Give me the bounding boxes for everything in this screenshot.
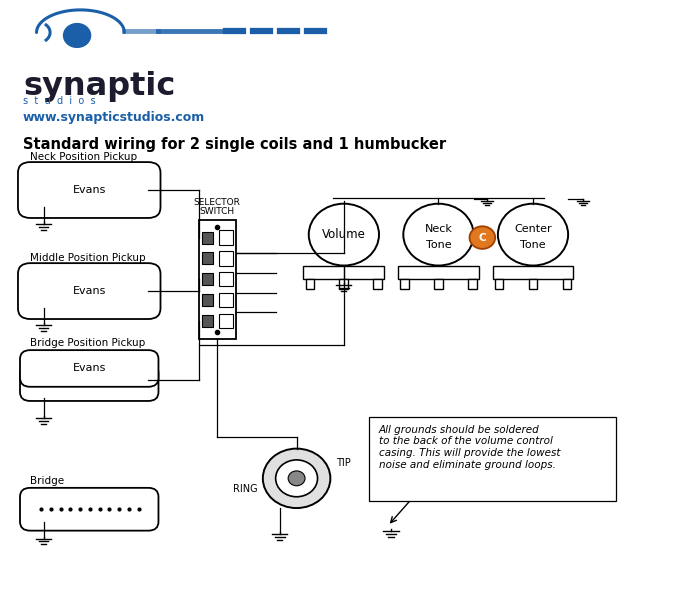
- FancyBboxPatch shape: [306, 278, 315, 289]
- Text: RING: RING: [233, 484, 257, 494]
- Text: Bridge Position Pickup: Bridge Position Pickup: [30, 338, 145, 349]
- Circle shape: [276, 460, 317, 497]
- FancyBboxPatch shape: [398, 266, 479, 278]
- Text: C: C: [479, 233, 486, 242]
- Text: Neck: Neck: [424, 224, 452, 233]
- Text: Evans: Evans: [73, 286, 106, 296]
- FancyBboxPatch shape: [219, 272, 233, 286]
- FancyBboxPatch shape: [528, 278, 537, 289]
- FancyBboxPatch shape: [20, 364, 159, 401]
- Circle shape: [469, 226, 495, 249]
- FancyBboxPatch shape: [202, 253, 212, 265]
- Text: Volume: Volume: [322, 228, 366, 241]
- Text: Center: Center: [514, 224, 552, 233]
- FancyBboxPatch shape: [20, 488, 159, 530]
- Text: Evans: Evans: [73, 364, 106, 373]
- FancyBboxPatch shape: [369, 417, 616, 501]
- Circle shape: [288, 471, 305, 486]
- Text: Evans: Evans: [73, 185, 106, 195]
- FancyBboxPatch shape: [202, 232, 212, 244]
- FancyBboxPatch shape: [20, 350, 159, 387]
- Text: Tone: Tone: [520, 241, 545, 250]
- Text: www.synapticstudios.com: www.synapticstudios.com: [23, 111, 205, 124]
- Text: Neck Position Pickup: Neck Position Pickup: [30, 152, 138, 162]
- FancyBboxPatch shape: [219, 230, 233, 245]
- Text: SWITCH: SWITCH: [200, 207, 235, 216]
- FancyBboxPatch shape: [219, 251, 233, 266]
- Text: TIP: TIP: [336, 458, 351, 469]
- Text: synaptic: synaptic: [23, 71, 176, 102]
- FancyBboxPatch shape: [202, 315, 212, 327]
- FancyBboxPatch shape: [202, 273, 212, 285]
- Text: Middle Position Pickup: Middle Position Pickup: [30, 253, 146, 263]
- FancyBboxPatch shape: [434, 278, 443, 289]
- FancyBboxPatch shape: [400, 278, 409, 289]
- FancyBboxPatch shape: [219, 314, 233, 328]
- FancyBboxPatch shape: [468, 278, 477, 289]
- FancyBboxPatch shape: [373, 278, 382, 289]
- Text: SELECTOR: SELECTOR: [194, 197, 240, 206]
- FancyBboxPatch shape: [304, 266, 384, 278]
- FancyBboxPatch shape: [219, 293, 233, 307]
- Text: Bridge: Bridge: [30, 476, 64, 486]
- Text: All grounds should be soldered
to the back of the volume control
casing. This wi: All grounds should be soldered to the ba…: [379, 425, 560, 470]
- Circle shape: [263, 449, 330, 508]
- Text: Standard wiring for 2 single coils and 1 humbucker: Standard wiring for 2 single coils and 1…: [23, 137, 446, 152]
- Text: Tone: Tone: [426, 241, 452, 250]
- FancyBboxPatch shape: [18, 162, 161, 218]
- FancyBboxPatch shape: [340, 278, 348, 289]
- FancyBboxPatch shape: [494, 278, 503, 289]
- Text: s  t  u  d  i  o  s: s t u d i o s: [23, 96, 95, 106]
- FancyBboxPatch shape: [492, 266, 573, 278]
- FancyBboxPatch shape: [18, 263, 161, 319]
- FancyBboxPatch shape: [202, 294, 212, 306]
- FancyBboxPatch shape: [563, 278, 571, 289]
- FancyBboxPatch shape: [199, 220, 236, 338]
- Circle shape: [63, 23, 91, 47]
